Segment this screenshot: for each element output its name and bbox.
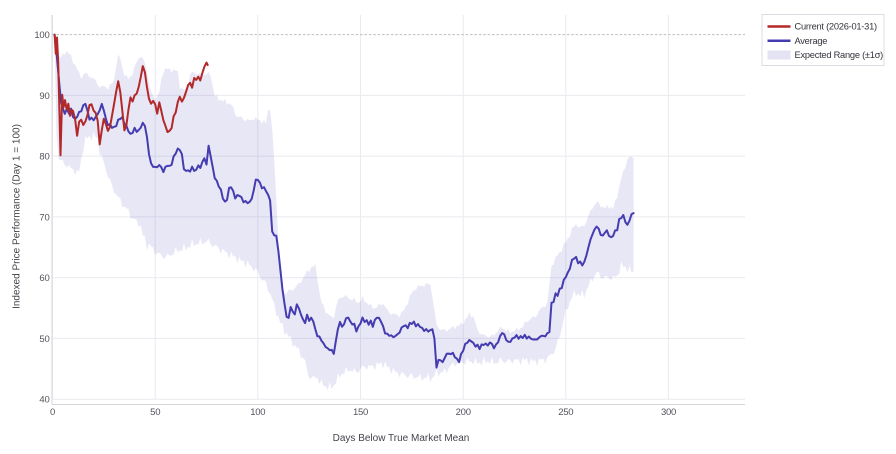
svg-text:Average: Average bbox=[795, 36, 828, 46]
svg-text:100: 100 bbox=[250, 407, 265, 418]
svg-text:Expected Range (±1σ): Expected Range (±1σ) bbox=[795, 50, 884, 60]
svg-text:90: 90 bbox=[39, 91, 49, 102]
svg-text:0: 0 bbox=[50, 407, 55, 418]
svg-text:250: 250 bbox=[558, 407, 573, 418]
svg-text:150: 150 bbox=[353, 407, 368, 418]
svg-text:Indexed Price Performance (Day: Indexed Price Performance (Day 1 = 100) bbox=[12, 124, 23, 309]
svg-text:100: 100 bbox=[34, 30, 49, 41]
svg-text:80: 80 bbox=[39, 152, 49, 163]
svg-text:40: 40 bbox=[39, 395, 49, 406]
svg-text:200: 200 bbox=[456, 407, 471, 418]
svg-text:300: 300 bbox=[661, 407, 676, 418]
svg-text:Current (2026-01-31): Current (2026-01-31) bbox=[795, 22, 877, 32]
svg-text:50: 50 bbox=[150, 407, 160, 418]
svg-text:70: 70 bbox=[39, 212, 49, 223]
svg-text:Days Below True Market Mean: Days Below True Market Mean bbox=[333, 433, 470, 444]
svg-text:60: 60 bbox=[39, 273, 49, 284]
svg-text:50: 50 bbox=[39, 334, 49, 345]
